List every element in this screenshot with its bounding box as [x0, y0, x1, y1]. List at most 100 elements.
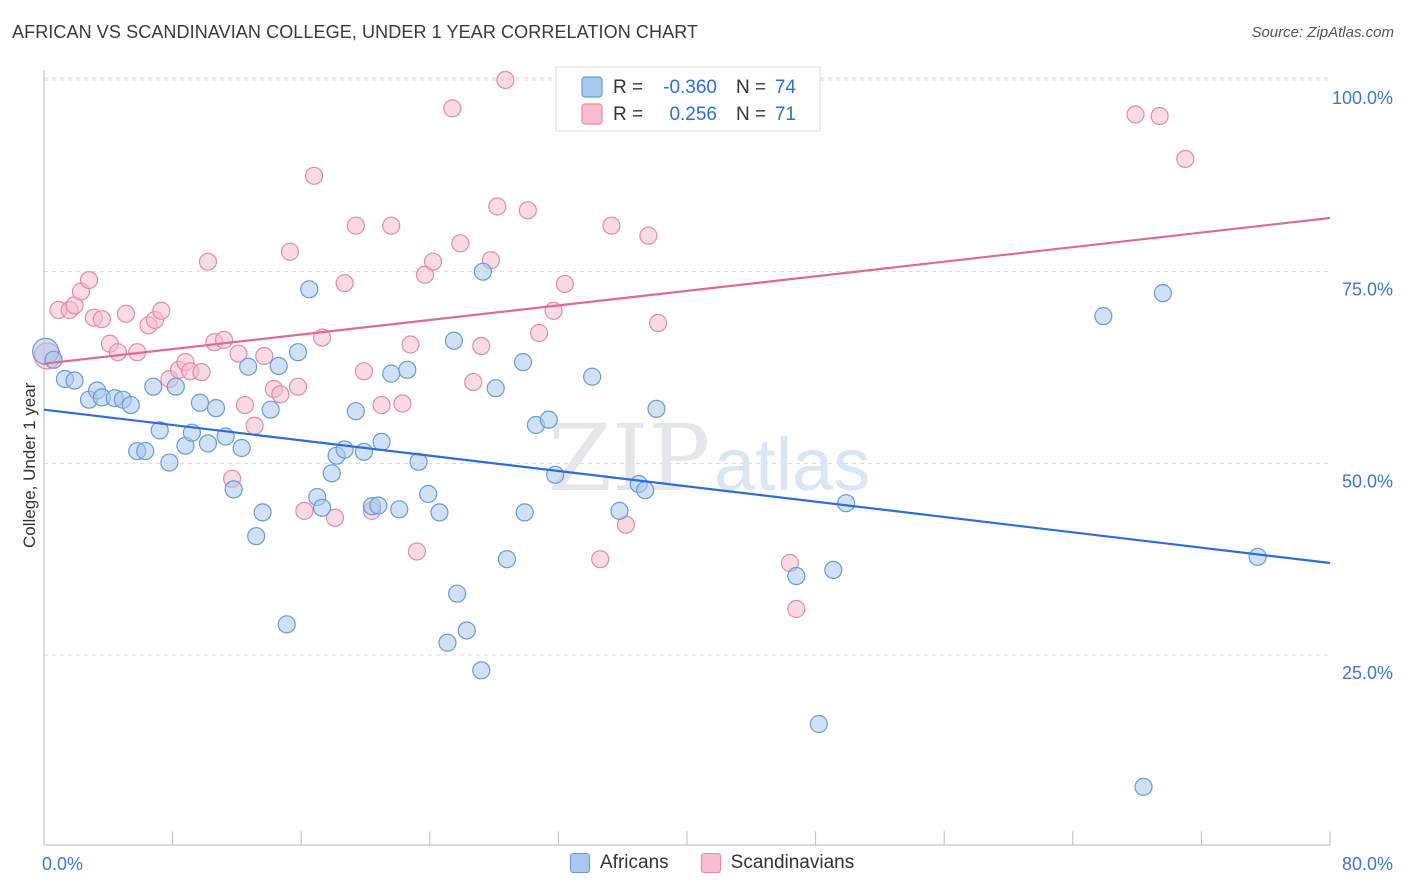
- scandinavians-point: [372, 395, 391, 415]
- scandinavians-point: [496, 70, 515, 90]
- africans-point: [444, 331, 464, 350]
- africans-point: [513, 353, 533, 372]
- africans-point: [419, 484, 438, 504]
- stats-swatch: [581, 76, 603, 98]
- y-axis-title: College, Under 1 year: [20, 382, 39, 548]
- x-tick-label: 0.0%: [42, 854, 83, 874]
- legend-label-africans: Africans: [600, 852, 669, 873]
- scandinavians-point: [1150, 106, 1169, 126]
- africans-point: [247, 527, 266, 546]
- africans-points: [32, 262, 1267, 796]
- africans-point: [610, 501, 629, 520]
- gridlines: [44, 77, 1330, 656]
- africans-point: [647, 399, 666, 418]
- africans-point: [583, 367, 602, 386]
- chart-title: AFRICAN VS SCANDINAVIAN COLLEGE, UNDER 1…: [12, 22, 699, 42]
- africans-point: [430, 503, 449, 522]
- scandinavians-point: [488, 197, 507, 216]
- scandinavians-point: [648, 313, 668, 333]
- scandinavians-point: [198, 252, 218, 271]
- africans-point: [1248, 547, 1267, 566]
- africans-point: [497, 550, 517, 569]
- africans-point: [150, 421, 169, 440]
- africans-point: [166, 377, 185, 396]
- axes: [43, 70, 1331, 846]
- africans-point: [136, 441, 155, 461]
- watermark-zip: ZIP: [548, 405, 710, 512]
- africans-point: [322, 464, 341, 483]
- africans-point: [372, 432, 391, 451]
- scandinavians-point: [639, 226, 658, 245]
- r-value: 0.256: [669, 104, 717, 125]
- scandinavians-point: [116, 304, 136, 323]
- africans-point: [44, 350, 63, 369]
- africans-point: [472, 661, 491, 680]
- r-value: -0.360: [663, 77, 717, 98]
- scandinavians-point: [1126, 105, 1145, 124]
- africans-point: [346, 402, 365, 421]
- scandinavians-point: [304, 166, 324, 185]
- africans-point: [144, 377, 163, 396]
- africans-point: [809, 714, 828, 734]
- africans-point: [253, 503, 272, 522]
- n-label: N =: [736, 77, 766, 98]
- scandinavians-point: [354, 362, 373, 381]
- africans-point: [224, 480, 243, 499]
- scandinavians-point: [382, 216, 401, 235]
- x-tick-labels: 0.0% 80.0%: [42, 854, 1393, 874]
- africans-swatch: [570, 853, 590, 873]
- scandinavians-point: [271, 385, 290, 404]
- africans-point: [277, 615, 296, 634]
- africans-point: [636, 481, 655, 500]
- scandinavians-point: [335, 274, 354, 293]
- africans-point: [457, 621, 476, 640]
- africans-point: [369, 496, 388, 515]
- scandinavians-point: [325, 508, 345, 527]
- n-label: N =: [736, 104, 766, 125]
- scandinavians-point: [92, 310, 111, 329]
- scandinavians-point: [108, 343, 128, 362]
- scandinavians-point: [346, 216, 365, 235]
- africans-point: [65, 371, 84, 390]
- scandinavians-point: [530, 323, 549, 343]
- scandinavians-point: [235, 395, 255, 415]
- scandinavians-trend-line: [43, 216, 1331, 365]
- trend-lines: [43, 216, 1331, 565]
- scandinavians-point: [295, 501, 314, 520]
- scandinavians-point: [280, 242, 300, 261]
- scandinavians-point: [79, 271, 99, 290]
- scandinavians-point: [255, 346, 274, 366]
- stats-legend: R = -0.360 N = 74 R = 0.256 N = 71: [555, 66, 821, 132]
- africans-point: [486, 379, 505, 398]
- y-tick-label: 100.0%: [1332, 88, 1393, 108]
- africans-point: [382, 364, 401, 383]
- africans-point: [354, 442, 373, 461]
- source-label: Source: ZipAtlas.com: [1251, 24, 1394, 41]
- africans-point: [1134, 777, 1153, 796]
- r-label: R =: [613, 77, 643, 98]
- scandinavians-point: [415, 265, 435, 284]
- africans-point: [206, 399, 226, 418]
- scandinavians-point: [443, 99, 462, 118]
- scandinavians-point: [152, 301, 171, 320]
- scandinavians-point: [787, 599, 806, 619]
- scandinavians-point: [555, 274, 574, 294]
- scandinavians-point: [245, 416, 264, 435]
- africans-point: [261, 400, 280, 419]
- africans-point: [239, 357, 258, 376]
- africans-point: [232, 438, 251, 458]
- africans-point: [515, 503, 534, 522]
- scandinavians-point: [591, 550, 610, 569]
- series-legend: Africans Scandinavians: [570, 852, 854, 874]
- africans-trend-line: [43, 408, 1331, 565]
- scandinavians-point: [401, 335, 420, 354]
- scandinavians-point: [423, 252, 443, 271]
- scandinavians-point: [393, 394, 412, 413]
- legend-item-scandinavians[interactable]: Scandinavians: [700, 852, 854, 874]
- scandinavians-point: [472, 336, 491, 356]
- africans-point: [837, 494, 856, 513]
- africans-point: [398, 360, 417, 379]
- stats-swatch: [581, 103, 603, 125]
- legend-item-africans[interactable]: Africans: [570, 852, 669, 874]
